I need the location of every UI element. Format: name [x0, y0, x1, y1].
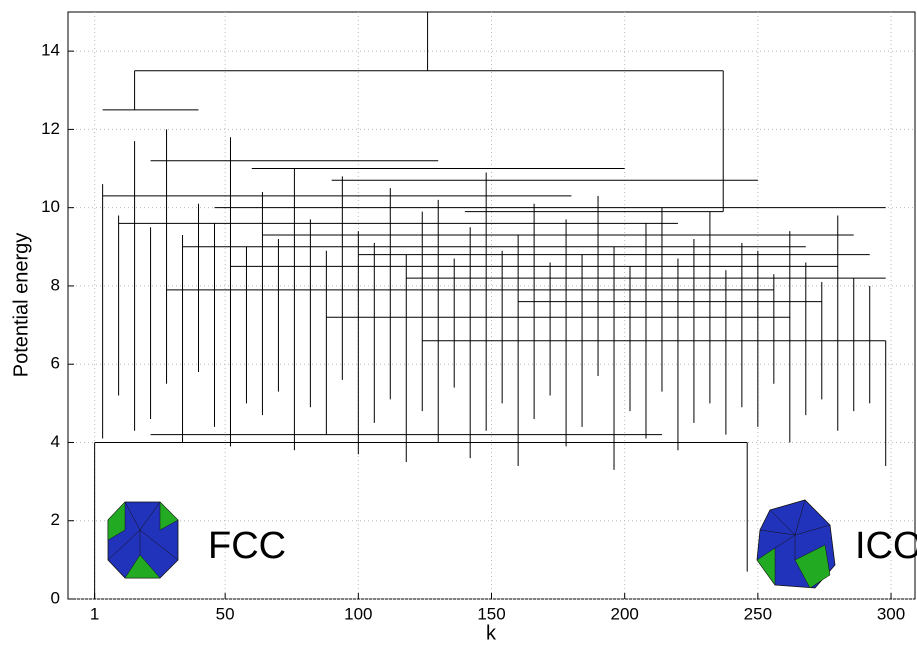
y-axis-label: Potential energy: [10, 233, 32, 378]
y-tick-label: 2: [51, 510, 60, 529]
x-axis-label: k: [486, 622, 497, 644]
x-tick-label: 50: [216, 604, 235, 623]
y-tick-label: 12: [41, 119, 60, 138]
ico-cluster-image: [756, 499, 836, 589]
x-tick-label: 100: [344, 604, 372, 623]
annotation: ICO: [855, 525, 917, 567]
y-tick-label: 10: [41, 197, 60, 216]
y-tick-label: 6: [51, 354, 60, 373]
x-tick-label: 250: [744, 604, 772, 623]
y-tick-label: 8: [51, 275, 60, 294]
x-tick-label: 150: [477, 604, 505, 623]
x-tick-label: 200: [610, 604, 638, 623]
dendrogram: [94, 12, 887, 599]
annotation: FCC: [208, 525, 286, 567]
y-tick-label: 0: [51, 588, 60, 607]
x-tick-label: 1: [90, 604, 99, 623]
y-tick-label: 4: [51, 432, 60, 451]
x-tick-label: 300: [877, 604, 905, 623]
fcc-cluster-image: [107, 501, 179, 579]
y-tick-label: 14: [41, 41, 60, 60]
